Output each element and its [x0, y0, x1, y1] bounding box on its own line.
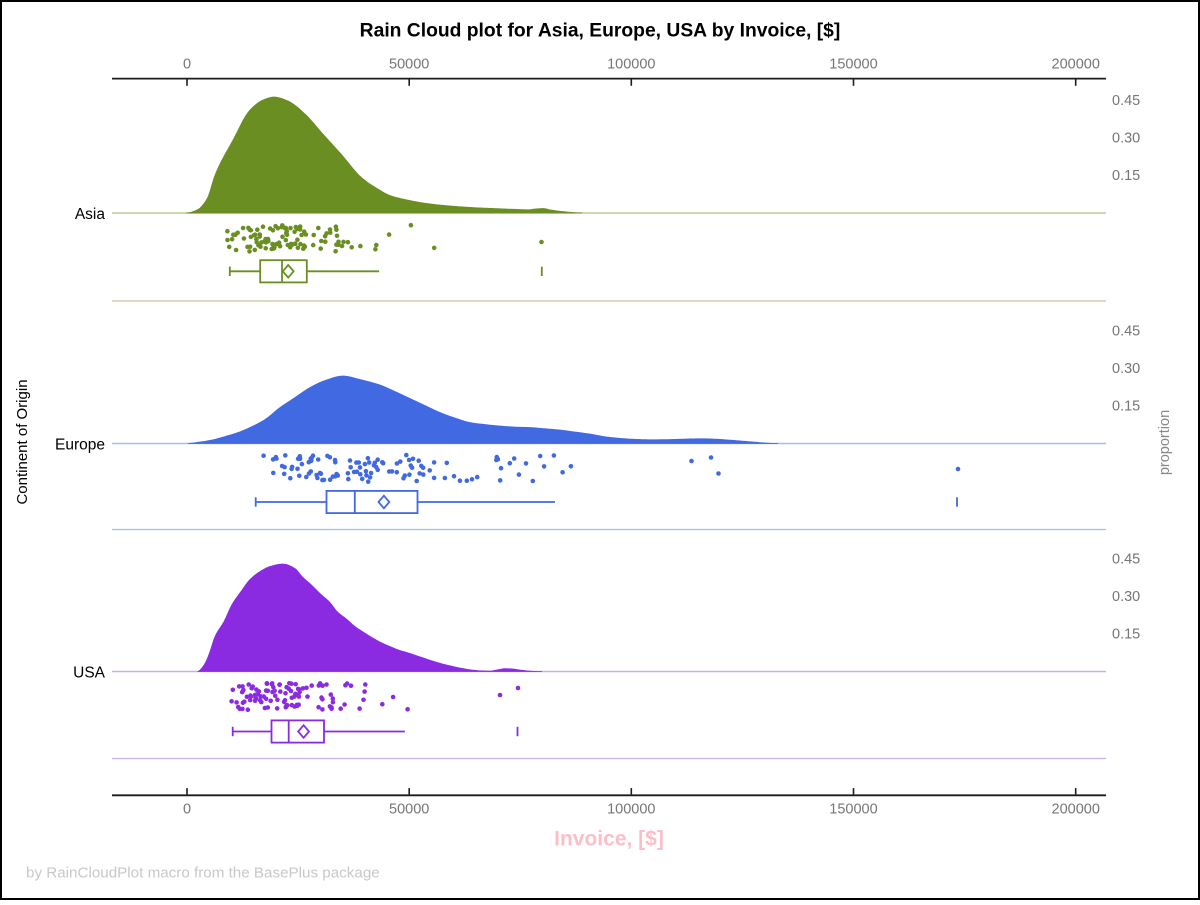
svg-text:Europe: Europe	[55, 436, 105, 453]
svg-text:by RainCloudPlot macro from th: by RainCloudPlot macro from the BasePlus…	[26, 865, 380, 882]
svg-text:proportion: proportion	[1157, 410, 1173, 475]
svg-text:0.30: 0.30	[1112, 589, 1140, 605]
svg-text:0.30: 0.30	[1112, 361, 1140, 377]
svg-text:200000: 200000	[1052, 802, 1100, 818]
svg-text:0.15: 0.15	[1112, 627, 1140, 643]
svg-text:USA: USA	[73, 664, 106, 681]
svg-text:100000: 100000	[607, 57, 655, 73]
svg-text:Invoice, [$]: Invoice, [$]	[554, 828, 664, 851]
svg-text:0: 0	[183, 57, 191, 73]
svg-text:0.45: 0.45	[1112, 552, 1140, 568]
svg-text:0.45: 0.45	[1112, 93, 1140, 109]
svg-text:0.15: 0.15	[1112, 168, 1140, 184]
svg-text:150000: 150000	[829, 57, 877, 73]
svg-text:50000: 50000	[389, 802, 429, 818]
svg-text:Rain Cloud plot for Asia, Euro: Rain Cloud plot for Asia, Europe, USA by…	[360, 21, 841, 42]
svg-text:150000: 150000	[829, 802, 877, 818]
svg-text:Continent of Origin: Continent of Origin	[14, 379, 31, 504]
svg-text:0.45: 0.45	[1112, 324, 1140, 340]
svg-text:50000: 50000	[389, 57, 429, 73]
svg-text:0.30: 0.30	[1112, 131, 1140, 147]
svg-text:0: 0	[183, 802, 191, 818]
svg-text:200000: 200000	[1052, 57, 1100, 73]
svg-text:100000: 100000	[607, 802, 655, 818]
svg-text:0.15: 0.15	[1112, 399, 1140, 415]
svg-text:Asia: Asia	[75, 206, 106, 223]
